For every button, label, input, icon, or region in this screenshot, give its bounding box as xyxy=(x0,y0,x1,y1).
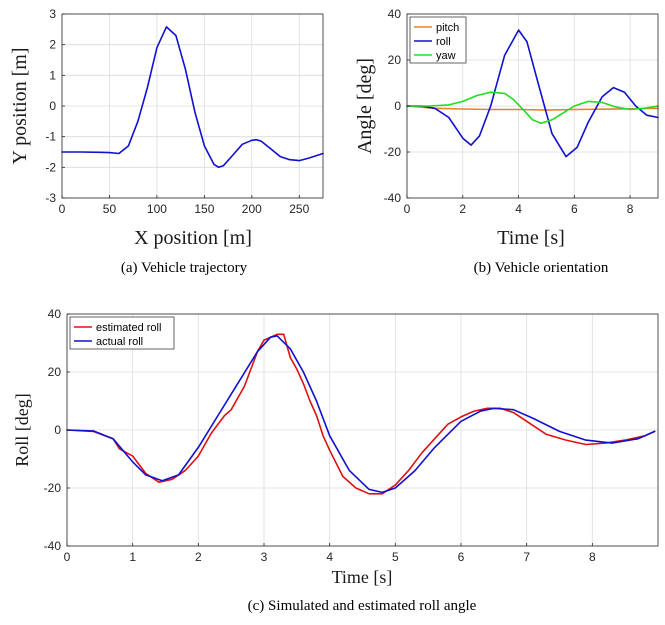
x-tick-label: 3 xyxy=(261,550,268,564)
legend: estimated roll actual roll xyxy=(69,316,175,350)
y-tick-label: -1 xyxy=(45,130,56,144)
x-axis-label: X position [m] xyxy=(134,227,252,249)
x-tick-label: 100 xyxy=(147,202,167,216)
y-tick-label: -40 xyxy=(44,539,62,553)
series-line-estimated-roll xyxy=(66,333,656,495)
x-tick-label: 4 xyxy=(515,202,522,216)
x-axis-label: Time [s] xyxy=(497,227,565,249)
caption: (c) Simulated and estimated roll angle xyxy=(248,598,477,614)
y-tick-label: 0 xyxy=(49,99,56,113)
y-tick-label: 20 xyxy=(388,53,402,67)
x-tick-label: 8 xyxy=(627,202,634,216)
legend-label: yaw xyxy=(436,50,456,62)
series-line-pitch xyxy=(406,105,659,111)
y-tick-label: 20 xyxy=(48,365,62,379)
caption: (a) Vehicle trajectory xyxy=(121,260,248,276)
y-tick-label: -2 xyxy=(45,160,56,174)
x-tick-label: 5 xyxy=(392,550,399,564)
y-axis-label: Y position [m] xyxy=(9,47,31,164)
x-tick-label: 2 xyxy=(459,202,466,216)
x-tick-label: 0 xyxy=(404,202,411,216)
y-tick-label: 0 xyxy=(54,423,61,437)
series-line-actual-roll xyxy=(66,334,656,494)
x-tick-label: 2 xyxy=(195,550,202,564)
x-tick-label: 1 xyxy=(129,550,136,564)
x-tick-label: 6 xyxy=(571,202,578,216)
y-tick-label: 3 xyxy=(49,7,56,21)
y-tick-label: -20 xyxy=(384,145,402,159)
x-tick-label: 0 xyxy=(64,550,71,564)
x-tick-label: 7 xyxy=(523,550,530,564)
chart-panel-c: 0 1 2 3 4 5 6 7 8 -40 -20 0 20 40 estimated roll actua… xyxy=(12,307,659,614)
y-tick-label: 40 xyxy=(48,307,62,321)
chart-panel-a: 0 50 100 150 200 250 -3 -2 -1 0 1 2 3 X position [m]… xyxy=(9,7,324,276)
y-tick-label: 2 xyxy=(49,38,56,52)
y-axis-label: Roll [deg] xyxy=(12,393,32,467)
y-tick-label: -3 xyxy=(45,191,56,205)
legend-label: pitch xyxy=(436,22,459,34)
x-tick-label: 200 xyxy=(242,202,262,216)
x-tick-label: 8 xyxy=(589,550,596,564)
x-axis-label: Time [s] xyxy=(332,567,393,587)
y-tick-label: 0 xyxy=(394,99,401,113)
x-tick-label: 150 xyxy=(194,202,214,216)
legend-label: actual roll xyxy=(96,336,143,348)
legend-label: roll xyxy=(436,36,451,48)
series-line-roll xyxy=(406,29,659,158)
y-axis-label: Angle [deg] xyxy=(354,58,376,154)
y-tick-label: 40 xyxy=(388,7,402,21)
legend: pitch roll yaw xyxy=(409,16,467,64)
y-tick-label: -20 xyxy=(44,481,62,495)
x-tick-label: 250 xyxy=(289,202,309,216)
legend-label: estimated roll xyxy=(96,322,161,334)
x-tick-label: 0 xyxy=(59,202,66,216)
x-tick-label: 6 xyxy=(458,550,465,564)
series-line-yaw xyxy=(406,91,659,125)
series-line-trajectory xyxy=(61,26,324,169)
y-tick-label: 1 xyxy=(49,68,56,82)
x-tick-label: 4 xyxy=(326,550,333,564)
caption: (b) Vehicle orientation xyxy=(474,260,609,276)
x-tick-label: 50 xyxy=(103,202,117,216)
chart-panel-b: 0 2 4 6 8 -40 -20 0 20 40 pitch roll yaw Time [s] A… xyxy=(354,7,659,276)
y-tick-label: -40 xyxy=(384,191,402,205)
legend-box xyxy=(69,316,175,350)
